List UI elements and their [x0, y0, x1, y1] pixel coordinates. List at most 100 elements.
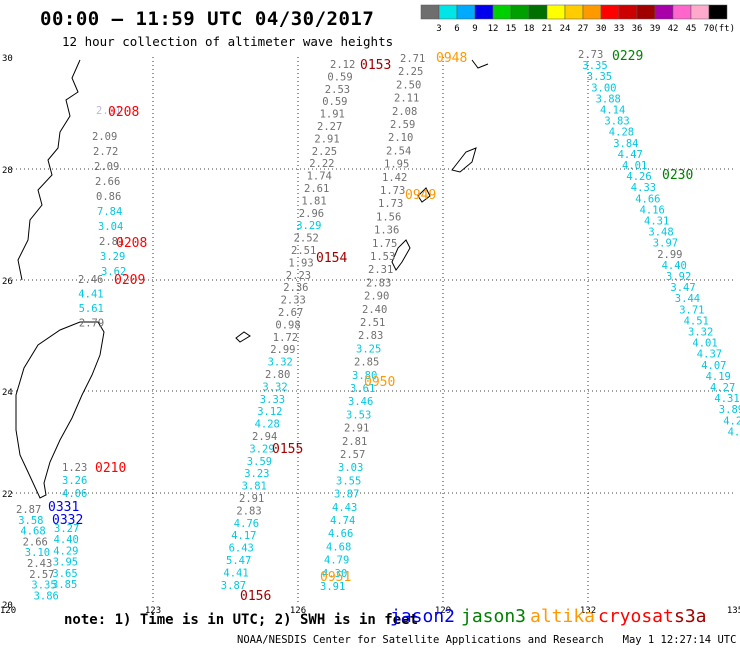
wave-height-value: 3.61 — [350, 383, 375, 395]
legend-altika: altika — [530, 606, 596, 627]
timestamp: May 1 12:27:14 UTC 2017 — [622, 634, 740, 646]
colorbar-label: 70 — [704, 24, 715, 34]
lat-label: 26 — [2, 277, 13, 287]
wave-height-value: 3.91 — [320, 581, 345, 593]
wave-height-value: 3.58 — [18, 515, 43, 527]
colorbar-swatch — [510, 4, 530, 20]
wave-height-value: 0.86 — [96, 191, 121, 203]
wave-height-value: 1.73 — [378, 198, 403, 210]
wave-height-value: 3.32 — [688, 327, 713, 339]
wave-height-value: 2.91 — [239, 493, 264, 505]
lat-label: 28 — [2, 166, 13, 176]
kyushu-coast — [471, 59, 489, 69]
wave-height-value: 3.83 — [604, 116, 629, 128]
colorbar-swatch — [420, 4, 440, 20]
wave-height-value: 2.54 — [386, 145, 411, 157]
wave-height-value: 2.33 — [281, 295, 306, 307]
wave-height-value: 2.08 — [392, 106, 417, 118]
wave-height-value: 3.04 — [98, 221, 123, 233]
ishigaki-island — [235, 331, 251, 343]
colorbar-label: 33 — [614, 24, 625, 34]
lat-label: 30 — [2, 54, 13, 64]
wave-height-value: 2.83 — [366, 277, 391, 289]
wave-height-value: 2.31 — [368, 264, 393, 276]
wave-height-value: 3.55 — [336, 475, 361, 487]
wave-height-value: 3.26 — [62, 475, 87, 487]
wave-height-value: 3.89 — [719, 404, 740, 416]
colorbar-label: 39 — [650, 24, 661, 34]
map-subtitle: 12 hour collection of altimeter wave hei… — [62, 34, 394, 49]
wave-height-value: 4.40 — [662, 260, 687, 272]
wave-height-value: 3.35 — [587, 71, 612, 83]
tanegashima-island — [451, 147, 477, 173]
wave-height-value: 4.31 — [644, 216, 669, 228]
wave-height-value: 3.25 — [356, 343, 381, 355]
wave-height-value: 3.84 — [613, 138, 638, 150]
wave-height-value: 2.57 — [29, 569, 54, 581]
track-label: 0209 — [114, 273, 145, 288]
track-label: 0153 — [360, 58, 391, 73]
wave-height-value: 4.33 — [631, 182, 656, 194]
colorbar-swatch — [582, 4, 602, 20]
wave-height-value: 2.66 — [23, 536, 48, 548]
track-label: 0948 — [436, 51, 467, 66]
wave-height-value: 4.68 — [20, 526, 45, 538]
wave-height-value: 4.31 — [714, 393, 739, 405]
wave-height-value: 3.03 — [338, 462, 363, 474]
wave-height-value: 4.11 — [728, 426, 740, 438]
wave-height-value: 0.98 — [275, 319, 300, 331]
lon-label: 120 — [0, 606, 16, 616]
wave-height-value: 2.11 — [394, 93, 419, 105]
wave-height-value: 1.75 — [372, 238, 397, 250]
legend-s3a: s3a — [674, 606, 707, 627]
lat-label: 20 — [2, 601, 13, 611]
wave-height-value: 2.91 — [344, 423, 369, 435]
wave-height-value: 3.85 — [52, 579, 77, 591]
wave-height-value: 3.87 — [334, 489, 359, 501]
wave-height-value: 6.43 — [229, 543, 254, 555]
wave-height-value: 4.41 — [223, 567, 248, 579]
wave-height-value: 3.80 — [352, 370, 377, 382]
colorbar-label: 18 — [524, 24, 535, 34]
wave-height-value: 2.12 — [330, 59, 355, 71]
wave-height-value: 2.81 — [99, 236, 124, 248]
colorbar-swatch — [708, 4, 728, 20]
colorbar-label: 9 — [472, 24, 477, 34]
wave-height-value: 3.35 — [582, 60, 607, 72]
wave-height-value: 4.28 — [609, 127, 634, 139]
wave-height-value: 2.57 — [340, 449, 365, 461]
wave-height-value: 3.35 — [31, 580, 56, 592]
colorbar-label: 24 — [560, 24, 571, 34]
track-label: 0208 — [108, 105, 139, 120]
wave-height-value: 2.25 — [312, 146, 337, 158]
colorbar-swatch — [654, 4, 674, 20]
wave-height-value: 3.29 — [100, 251, 125, 263]
colorbar-swatch — [546, 4, 566, 20]
wave-height-value: 2.51 — [291, 245, 316, 257]
wave-height-value: 1.72 — [273, 332, 298, 344]
wave-height-value: 4.40 — [54, 534, 79, 546]
wave-height-value: 1.81 — [301, 195, 326, 207]
wave-height-value: 4.29 — [53, 545, 78, 557]
credits: NOAA/NESDIS Center for Satellite Applica… — [237, 634, 604, 646]
lon-label: 126 — [290, 606, 306, 616]
wave-height-value: 5.47 — [226, 555, 251, 567]
wave-height-value: 3.47 — [670, 282, 695, 294]
lat-label: 24 — [2, 388, 13, 398]
wave-height-value: 1.91 — [320, 109, 345, 121]
wave-height-value: 2.50 — [396, 79, 421, 91]
colorbar-swatch — [690, 4, 710, 20]
wave-height-value: 1.73 — [380, 185, 405, 197]
track-label: 0950 — [364, 375, 395, 390]
wave-height-value: 3.29 — [296, 220, 321, 232]
wave-height-value: 2.99 — [270, 344, 295, 356]
china-coast — [17, 59, 81, 281]
wave-height-value: 3.95 — [53, 557, 78, 569]
wave-height-value: 2.67 — [278, 307, 303, 319]
wave-height-value: 7.84 — [97, 206, 122, 218]
wave-height-value: 3.10 — [25, 547, 50, 559]
coastlines — [15, 59, 489, 499]
wave-height-value: 4.79 — [324, 555, 349, 567]
colorbar-label: 30 — [596, 24, 607, 34]
wave-height-value: 4.43 — [332, 502, 357, 514]
